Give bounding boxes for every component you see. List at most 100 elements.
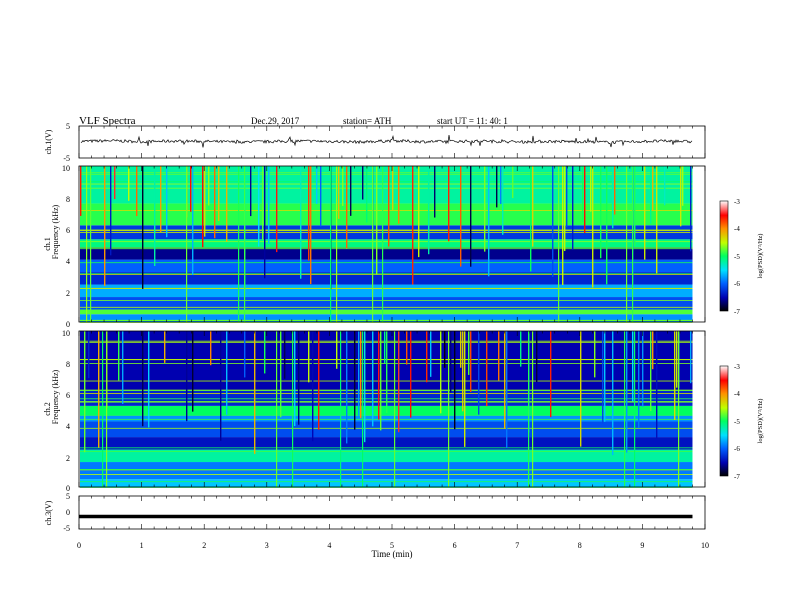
spectrogram-line: [80, 469, 693, 470]
spectrogram-line: [80, 273, 693, 275]
spectrogram-burst: [382, 166, 384, 322]
spectrogram-stripe: [486, 331, 488, 407]
spectrogram-line: [80, 248, 693, 250]
ch1-colorbar: -3 -4 -5 -6 -7 log(PSD)(V²/Hz): [719, 198, 764, 316]
spectrogram-stripe: [594, 331, 596, 378]
ch1-cb-tick-m5: -5: [734, 253, 740, 261]
spectrogram-stripe: [652, 166, 654, 211]
spectrogram-line: [80, 230, 693, 232]
spectrogram-line: [80, 187, 693, 189]
spectrogram-stripe: [366, 166, 368, 223]
spectrogram-stripe: [406, 331, 408, 365]
ch1-ylabel-channel: ch.1: [43, 237, 52, 251]
spectrogram-stripe: [114, 166, 116, 200]
spectrogram-stripe: [690, 166, 692, 252]
spectrogram-stripe: [376, 166, 378, 275]
spectrogram-stripe: [454, 331, 456, 430]
spectrogram-stripe: [656, 331, 658, 439]
spectrogram-stripe: [650, 166, 652, 224]
spectrogram-stripe: [676, 331, 678, 388]
spectrogram-stripe: [308, 166, 310, 261]
spectrogram-burst: [532, 331, 534, 487]
ch1-waveform-panel: 5 -5 ch.1(V): [44, 122, 706, 163]
spectrogram-stripe: [154, 166, 156, 266]
spectrogram-stripe: [380, 331, 382, 431]
spectrogram-stripe: [308, 331, 310, 383]
spectrogram-stripe: [128, 166, 130, 201]
ch1-ytick-top: 5: [66, 122, 70, 131]
spectrogram-stripe: [214, 166, 216, 239]
spectrogram-line: [80, 306, 693, 308]
spectrogram-stripe: [262, 166, 264, 240]
ch2-cb-tick-m7: -7: [734, 473, 740, 481]
spectrogram-stripe: [462, 331, 464, 412]
ch1-ytick-bottom: -5: [63, 154, 70, 163]
spectrogram-stripe: [470, 166, 472, 267]
ch2-ytick-0: 0: [66, 484, 70, 493]
spectrogram-stripe: [564, 166, 566, 251]
ch2-spectrogram-panel: 10 8 6 4 2 0 ch.2 Frequency (kHz): [43, 329, 706, 493]
spectrogram-line: [80, 288, 693, 289]
ch1-ytick-4: 4: [66, 257, 70, 266]
spectrogram-band: [80, 203, 693, 226]
spectrogram-stripe: [572, 166, 574, 250]
ch1-ylabel-frequency: Frequency (kHz): [51, 204, 60, 259]
spectrogram-stripe: [342, 166, 344, 206]
spectrogram-line: [80, 247, 693, 249]
spectrogram-stripe: [478, 331, 480, 415]
spectrogram-burst: [238, 166, 240, 322]
spectrogram-line: [80, 447, 693, 449]
spectrogram-stripe: [378, 331, 380, 420]
spectrogram-stripe: [464, 331, 466, 447]
spectrogram-stripe: [148, 331, 150, 428]
spectrogram-stripe: [80, 166, 82, 216]
spectrogram-stripe: [584, 166, 586, 233]
spectrogram-stripe: [398, 331, 400, 433]
spectrogram-line: [80, 172, 693, 174]
spectrogram-stripe: [602, 331, 604, 424]
spectrogram-line: [80, 481, 693, 483]
figure-title: VLF Spectra: [79, 115, 136, 127]
spectrogram-stripe: [536, 331, 538, 383]
spectrogram-stripe: [612, 331, 614, 456]
spectrogram-stripe: [110, 166, 112, 256]
spectrogram-stripe: [644, 166, 646, 260]
spectrogram-burst: [558, 166, 560, 322]
spectrogram-line: [80, 427, 693, 429]
ch3-ytick-mid: 0: [66, 508, 70, 517]
spectrogram-stripe: [160, 166, 162, 232]
ch1-waveform-ticks: [78, 126, 706, 158]
time-tick-label: 9: [640, 541, 644, 550]
spectrogram-stripe: [500, 166, 502, 205]
spectrogram-stripe: [336, 331, 338, 369]
spectrogram-line: [80, 262, 693, 264]
spectrogram-band: [80, 239, 693, 248]
spectrogram-stripe: [428, 166, 430, 255]
ch1-cb-tick-m7: -7: [734, 308, 740, 316]
spectrogram-stripe: [208, 166, 210, 206]
spectrogram-stripe: [192, 166, 194, 276]
ch2-ytick-4: 4: [66, 422, 70, 431]
spectrogram-stripe: [504, 331, 506, 429]
ch2-ytick-labels: 10 8 6 4 2 0: [62, 329, 70, 493]
spectrogram-stripe: [652, 331, 654, 370]
spectrogram-burst: [244, 166, 246, 322]
spectrogram-stripe: [220, 331, 222, 441]
spectrogram-stripe: [498, 331, 500, 381]
spectrogram-burst: [624, 331, 626, 487]
spectrogram-band: [80, 449, 693, 463]
spectrogram-stripe: [372, 331, 374, 427]
ch2-spectrogram-ticks: [78, 331, 706, 487]
station-label: station= ATH: [343, 116, 392, 126]
start-time-label: start UT = 11: 40: 1: [437, 116, 508, 126]
spectrogram-stripe: [682, 166, 684, 206]
ch3-ylabel: ch.3(V): [44, 500, 53, 525]
time-tick-label: 1: [140, 541, 144, 550]
ch2-ytick-2: 2: [66, 454, 70, 463]
spectrogram-stripe: [388, 166, 390, 247]
time-axis-label: Time (min): [372, 549, 413, 559]
spectrogram-band: [80, 314, 693, 322]
spectrogram-stripe: [346, 166, 348, 249]
spectrogram-stripe: [552, 166, 554, 277]
